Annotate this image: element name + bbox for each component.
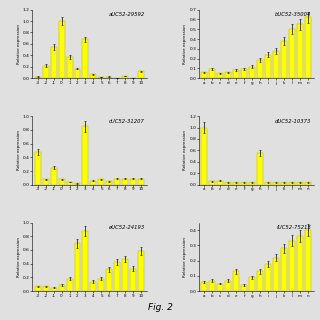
- Bar: [241, 69, 247, 78]
- Bar: [130, 179, 136, 185]
- Bar: [59, 179, 65, 185]
- Bar: [138, 71, 144, 78]
- Bar: [241, 182, 247, 185]
- Bar: [122, 179, 128, 185]
- Bar: [233, 271, 239, 291]
- Bar: [217, 181, 223, 185]
- Bar: [43, 66, 49, 78]
- Bar: [305, 18, 311, 78]
- Bar: [289, 241, 295, 291]
- Bar: [281, 182, 287, 185]
- Bar: [201, 72, 207, 78]
- Text: eUC52-24193: eUC52-24193: [108, 225, 145, 230]
- Bar: [51, 168, 57, 185]
- Bar: [257, 60, 263, 78]
- Bar: [265, 264, 271, 291]
- Y-axis label: Relative expression: Relative expression: [17, 237, 21, 277]
- Y-axis label: Relative expression: Relative expression: [183, 237, 187, 277]
- Bar: [209, 181, 215, 185]
- Text: fUC52-75213: fUC52-75213: [276, 225, 311, 230]
- Bar: [273, 258, 279, 291]
- Bar: [297, 24, 303, 78]
- Bar: [107, 181, 112, 185]
- Bar: [225, 281, 231, 291]
- Y-axis label: Relative expression: Relative expression: [17, 131, 21, 171]
- Bar: [67, 182, 73, 185]
- Bar: [43, 179, 49, 185]
- Bar: [249, 67, 255, 78]
- Bar: [122, 259, 128, 291]
- Bar: [115, 179, 120, 185]
- Bar: [130, 268, 136, 291]
- Bar: [281, 41, 287, 78]
- Bar: [257, 271, 263, 291]
- Bar: [91, 180, 96, 185]
- Bar: [249, 277, 255, 291]
- Bar: [122, 76, 128, 78]
- Bar: [51, 288, 57, 291]
- Bar: [273, 51, 279, 78]
- Bar: [83, 231, 88, 291]
- Bar: [241, 285, 247, 291]
- Bar: [107, 269, 112, 291]
- Bar: [75, 183, 81, 185]
- Bar: [289, 29, 295, 78]
- Bar: [201, 282, 207, 291]
- Bar: [233, 70, 239, 78]
- Bar: [99, 279, 104, 291]
- Bar: [59, 285, 65, 291]
- Text: Fig. 2: Fig. 2: [148, 303, 172, 312]
- Bar: [209, 281, 215, 291]
- Bar: [217, 73, 223, 78]
- Bar: [273, 182, 279, 185]
- Y-axis label: Relative expression: Relative expression: [183, 131, 187, 171]
- Bar: [201, 127, 207, 185]
- Bar: [138, 252, 144, 291]
- Bar: [305, 182, 311, 185]
- Bar: [115, 262, 120, 291]
- Bar: [43, 286, 49, 291]
- Bar: [67, 279, 73, 291]
- Bar: [35, 286, 41, 291]
- Bar: [225, 72, 231, 78]
- Bar: [265, 55, 271, 78]
- Bar: [281, 248, 287, 291]
- Bar: [91, 74, 96, 78]
- Bar: [233, 182, 239, 185]
- Bar: [75, 68, 81, 78]
- Text: aUC52-29592: aUC52-29592: [108, 12, 145, 17]
- Bar: [83, 126, 88, 185]
- Y-axis label: Relative expression: Relative expression: [183, 24, 187, 64]
- Bar: [249, 182, 255, 185]
- Bar: [35, 76, 41, 78]
- Bar: [209, 69, 215, 78]
- Bar: [217, 284, 223, 291]
- Text: bUC52-35004: bUC52-35004: [275, 12, 311, 17]
- Bar: [59, 21, 65, 78]
- Bar: [305, 230, 311, 291]
- Bar: [297, 236, 303, 291]
- Bar: [107, 76, 112, 78]
- Y-axis label: Relative expression: Relative expression: [17, 24, 21, 64]
- Bar: [99, 77, 104, 78]
- Bar: [83, 39, 88, 78]
- Bar: [297, 182, 303, 185]
- Bar: [225, 182, 231, 185]
- Bar: [67, 57, 73, 78]
- Text: dUC52-10373: dUC52-10373: [275, 119, 311, 124]
- Bar: [75, 243, 81, 291]
- Bar: [257, 153, 263, 185]
- Bar: [35, 152, 41, 185]
- Bar: [51, 47, 57, 78]
- Bar: [91, 282, 96, 291]
- Bar: [99, 179, 104, 185]
- Text: cUC52-31207: cUC52-31207: [109, 119, 145, 124]
- Bar: [138, 179, 144, 185]
- Bar: [289, 182, 295, 185]
- Bar: [265, 182, 271, 185]
